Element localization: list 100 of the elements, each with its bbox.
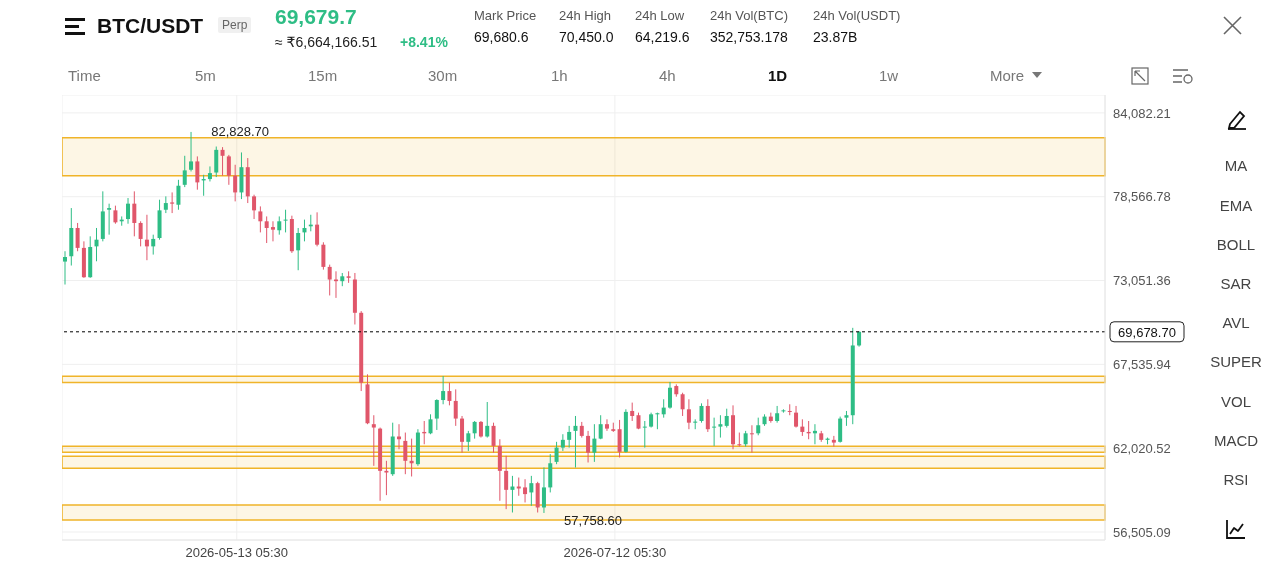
text: AVL <box>1222 314 1250 331</box>
text: SAR <box>1220 275 1252 292</box>
candlestick <box>749 424 754 454</box>
candlestick <box>491 422 496 454</box>
candlestick <box>737 432 742 448</box>
text: EMA <box>1219 197 1253 214</box>
text: 70,450.0 <box>559 29 614 45</box>
candlestick <box>428 413 433 435</box>
text: Time <box>68 67 101 84</box>
chart-title: BTC/USDT <box>97 14 204 38</box>
candlestick <box>403 432 408 475</box>
candlestick <box>586 430 591 463</box>
candlestick <box>693 418 698 430</box>
candlestick <box>592 423 597 463</box>
candlestick <box>176 179 181 211</box>
text: 24h Vol(BTC) <box>710 8 789 23</box>
y-tick-label: 73,051.36 <box>1113 273 1171 289</box>
x-tick-label: 2026-05-13 05:30 <box>185 545 289 561</box>
candlestick <box>170 191 175 214</box>
candlestick <box>485 401 490 439</box>
text: 24h High <box>559 8 612 23</box>
candlestick <box>233 164 238 202</box>
y-tick-label: 78,566.78 <box>1113 189 1171 205</box>
y-tick-label: 84,082.21 <box>1113 105 1171 121</box>
candlestick <box>529 475 534 507</box>
candlestick <box>510 475 515 513</box>
text: MA <box>1224 157 1248 174</box>
candlestick <box>460 415 465 454</box>
candlestick <box>384 460 389 496</box>
candlestick <box>523 478 528 503</box>
candlestick <box>668 381 672 410</box>
candlestick <box>138 220 143 247</box>
candlestick <box>504 455 509 510</box>
y-tick-label: 67,535.94 <box>1113 356 1171 372</box>
candlestick <box>598 414 603 440</box>
text: 24h Low <box>635 8 685 23</box>
candlestick <box>699 402 704 424</box>
candlestick <box>195 155 200 191</box>
text: 69,680.6 <box>474 29 529 45</box>
text: ≈ ₹6,664,166.51 <box>275 34 378 50</box>
text: 1w <box>879 67 899 84</box>
chart-subtitle: Perp <box>218 17 252 33</box>
candlestick <box>220 146 225 177</box>
candlestick <box>126 197 131 225</box>
text: 64,219.6 <box>635 29 690 45</box>
text: SUPER <box>1210 353 1262 370</box>
candlestick <box>296 227 301 271</box>
text: Mark Price <box>474 8 537 23</box>
candlestick <box>712 417 717 447</box>
text: VOL <box>1220 393 1252 410</box>
ref-line-label: 69,678.70 <box>1118 324 1176 340</box>
candlestick <box>541 467 546 514</box>
candlestick <box>107 203 112 236</box>
text: MACD <box>1213 432 1259 449</box>
candlestick <box>258 205 263 233</box>
text: 24h Vol(USDT) <box>813 8 901 23</box>
candlestick <box>113 205 118 225</box>
text: 1D <box>768 67 788 84</box>
candlestick <box>617 419 622 458</box>
candlestick <box>838 416 843 444</box>
candlestick <box>132 190 137 237</box>
candlestick <box>182 155 187 188</box>
text: 15m <box>308 67 338 84</box>
candlestick <box>441 375 446 405</box>
candlestick <box>794 405 799 429</box>
candlestick <box>226 154 231 186</box>
candlestick <box>724 408 729 429</box>
candlestick <box>283 209 288 233</box>
candlestick <box>453 388 458 427</box>
candlestick <box>775 405 780 424</box>
candlestick <box>151 234 156 256</box>
candlestick <box>560 433 565 452</box>
text: More <box>990 67 1025 84</box>
candlestick <box>321 241 326 271</box>
candlestick <box>327 264 332 296</box>
candlestick <box>75 222 80 252</box>
candlestick <box>270 220 275 242</box>
text: 352,753.178 <box>710 29 788 45</box>
text: 69,679.7 <box>275 5 357 29</box>
y-tick-label: 62,020.52 <box>1113 440 1171 456</box>
candlestick <box>630 402 635 422</box>
candlestick <box>705 398 710 433</box>
candlestick <box>214 146 219 178</box>
candlestick <box>554 441 559 465</box>
candlestick <box>567 425 572 449</box>
candlestick <box>686 398 691 430</box>
candlestick <box>573 415 578 469</box>
candlestick <box>680 392 685 417</box>
y-tick-label: 56,505.09 <box>1113 524 1171 540</box>
candlestick <box>371 414 376 467</box>
candlestick <box>63 250 67 286</box>
candlestick <box>787 403 792 416</box>
annotation: 82,828.70 <box>211 123 270 139</box>
candlestick <box>604 418 609 432</box>
text: 5m <box>195 67 216 84</box>
candlestick <box>718 414 723 439</box>
candlestick <box>277 215 282 236</box>
text: 4h <box>659 67 676 84</box>
candlestick <box>315 211 320 247</box>
candlestick <box>252 194 257 220</box>
